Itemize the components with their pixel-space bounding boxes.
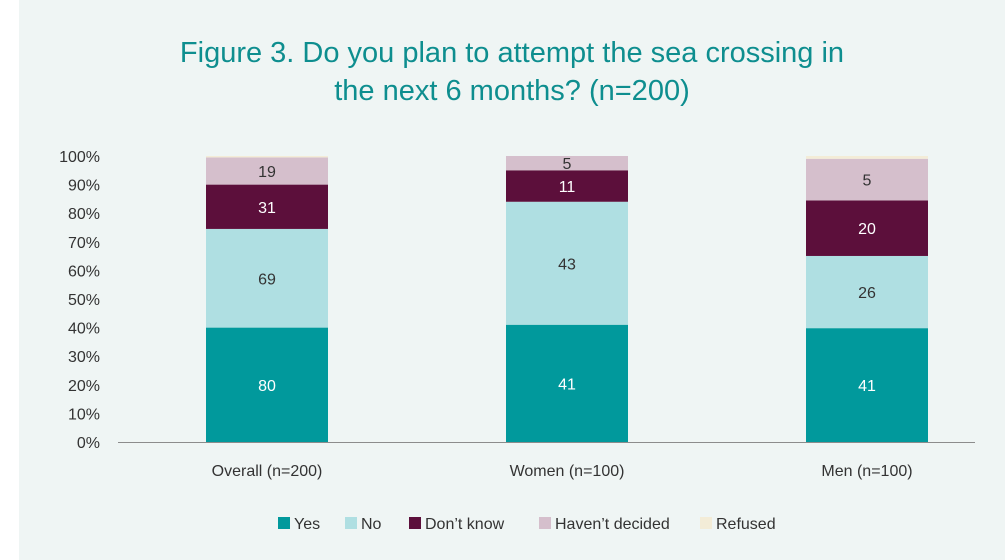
bar-segment [206, 327, 328, 442]
chart-title: Figure 3. Do you plan to attempt the sea… [180, 37, 844, 107]
bar-segment [206, 156, 328, 158]
legend-swatch [345, 517, 357, 529]
data-label: 5 [563, 156, 572, 173]
data-label: 43 [558, 256, 576, 273]
legend-label: Yes [294, 516, 320, 533]
x-axis: Overall (n=200) Women (n=100) Men (n=100) [118, 442, 975, 480]
y-axis: 0% 10% 20% 30% 40% 50% 60% 70% 80% 90% 100% [59, 149, 100, 452]
legend-label: Haven’t decided [555, 516, 670, 533]
y-tick-label: 50% [68, 292, 100, 309]
legend-swatch [700, 517, 712, 529]
y-tick-label: 0% [77, 435, 100, 452]
legend-label: Refused [716, 516, 776, 533]
x-tick-label: Overall (n=200) [212, 463, 323, 480]
data-label: 69 [258, 271, 276, 288]
y-tick-label: 100% [59, 149, 100, 166]
bar-segment [506, 324, 628, 442]
legend-swatch [409, 517, 421, 529]
bar-segment [506, 170, 628, 202]
data-label: 11 [559, 179, 576, 196]
y-tick-label: 10% [68, 406, 100, 423]
y-tick-label: 80% [68, 206, 100, 223]
bars: 80 69 31 19 41 43 11 5 41 26 20 5 [206, 156, 928, 442]
data-label: 31 [258, 200, 276, 217]
chart-title-line-1: Figure 3. Do you plan to attempt the sea… [180, 37, 844, 69]
bar-segment [206, 184, 328, 229]
legend-swatch [539, 517, 551, 529]
y-tick-label: 20% [68, 378, 100, 395]
legend-swatch [278, 517, 290, 529]
data-label: 26 [858, 285, 876, 302]
legend-label: No [361, 516, 382, 533]
bar-segment [506, 156, 628, 171]
bar-segment [806, 158, 928, 201]
y-tick-label: 70% [68, 235, 100, 252]
legend-label: Don’t know [425, 516, 505, 533]
data-label: 41 [558, 376, 576, 393]
bar-segment [206, 157, 328, 185]
data-label: 20 [858, 221, 876, 238]
bar-segment [806, 328, 928, 442]
y-tick-label: 90% [68, 178, 100, 195]
data-label: 19 [258, 164, 276, 181]
bar-segment [806, 255, 928, 329]
bar-segment [806, 156, 928, 159]
legend: Yes No Don’t know Haven’t decided Refused [278, 516, 776, 533]
data-label: 80 [258, 378, 276, 395]
bar-segment [206, 228, 328, 328]
x-tick-label: Men (n=100) [821, 463, 912, 480]
bar-segment [506, 201, 628, 325]
y-tick-label: 60% [68, 263, 100, 280]
chart-title-line-2: the next 6 months? (n=200) [334, 75, 689, 107]
y-tick-label: 30% [68, 349, 100, 366]
x-tick-label: Women (n=100) [510, 463, 625, 480]
bar-segment [806, 200, 928, 256]
data-label: 41 [858, 378, 876, 395]
data-label: 5 [863, 173, 872, 190]
y-tick-label: 40% [68, 321, 100, 338]
